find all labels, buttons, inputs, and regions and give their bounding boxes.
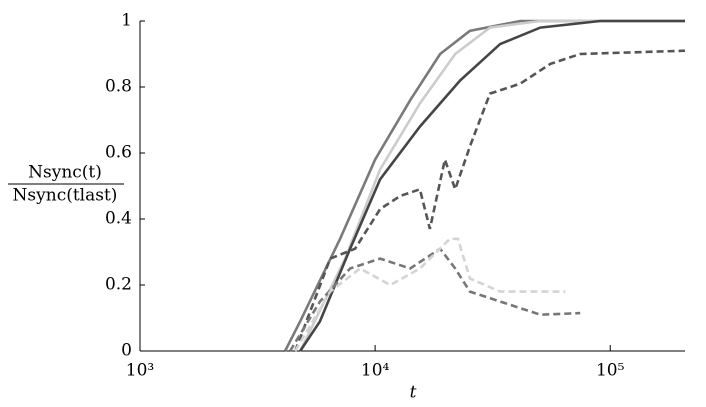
x-tick-label: 10⁴ (361, 361, 390, 381)
line (283, 19, 685, 352)
x-axis-label: t (410, 383, 417, 403)
y-axis-label-denominator: Nsync(tlast) (13, 186, 118, 206)
y-tick-label: 0.4 (105, 209, 132, 229)
y-tick-label: 1 (121, 11, 132, 31)
x-tick-label: 10⁵ (596, 361, 625, 381)
y-tick-label: 0.8 (105, 77, 132, 97)
y-axis-label-numerator: Nsync(t) (28, 163, 102, 183)
x-tick-label: 10³ (126, 361, 154, 381)
line (299, 19, 685, 352)
y-tick-label: 0 (121, 341, 132, 361)
line (288, 246, 581, 352)
line (299, 19, 685, 352)
y-tick-label: 0.6 (105, 143, 132, 163)
line (293, 49, 686, 352)
y-tick-label: 0.2 (105, 275, 132, 295)
